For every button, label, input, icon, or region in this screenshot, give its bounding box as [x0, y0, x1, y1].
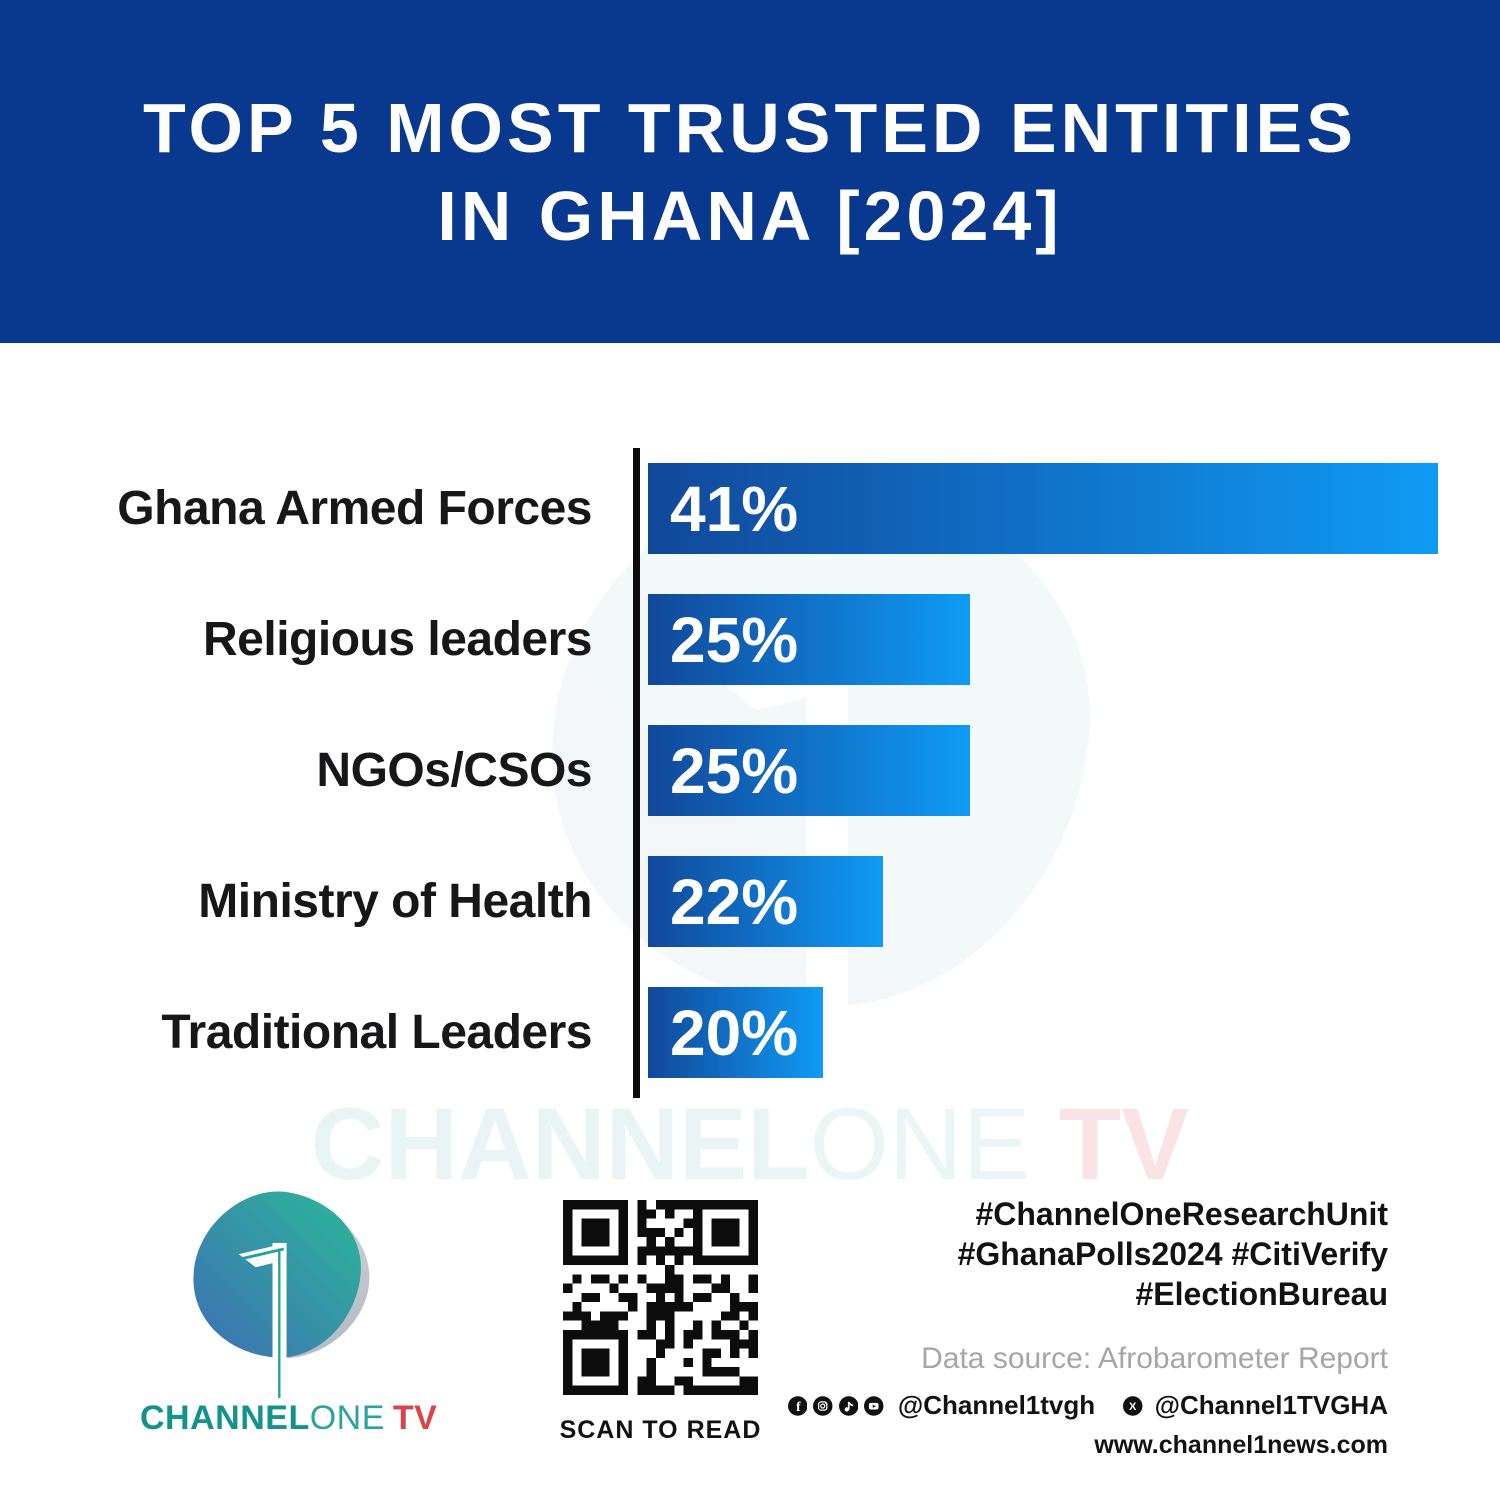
- hashtag-line-1: #ChannelOneResearchUnit: [975, 1196, 1388, 1232]
- bar-value-label: 22%: [670, 865, 799, 938]
- chart-row: Traditional Leaders 20%: [0, 987, 1438, 1078]
- channel-one-logo: CHANNELONE TV: [140, 1185, 437, 1438]
- hashtag-line-3: #ElectionBureau: [1135, 1276, 1388, 1312]
- chart-row: Ghana Armed Forces 41%: [0, 463, 1438, 554]
- hashtag-line-2: #GhanaPolls2024 #CitiVerify: [957, 1236, 1388, 1272]
- bar-track: 41%: [648, 463, 1438, 554]
- bar-value-label: 25%: [670, 734, 799, 807]
- facebook-icon: f: [788, 1395, 808, 1416]
- bar: 22%: [648, 856, 883, 947]
- bar-track: 25%: [648, 725, 1438, 816]
- chart-row: Religious leaders 25%: [0, 594, 1438, 685]
- bar: 25%: [648, 725, 971, 816]
- wordmark-one: ONE: [309, 1399, 385, 1437]
- social-handle-main: @Channel1tvgh: [897, 1390, 1096, 1420]
- svg-text:X: X: [1129, 1401, 1137, 1413]
- svg-text:f: f: [796, 1399, 801, 1414]
- category-label: Religious leaders: [203, 613, 592, 666]
- channel-one-logo-icon: [193, 1191, 370, 1400]
- instagram-icon: [813, 1395, 833, 1416]
- bar: 20%: [648, 987, 824, 1078]
- bar-track: 25%: [648, 594, 1438, 685]
- page-title-line-1: TOP 5 MOST TRUSTED ENTITIES: [143, 88, 1357, 167]
- bar-value-label: 25%: [670, 603, 799, 676]
- social-row: f @Channel1tvgh X: [788, 1390, 1388, 1421]
- bar-track: 20%: [648, 987, 1438, 1078]
- chart-row: Ministry of Health 22%: [0, 856, 1438, 947]
- channel-one-wordmark: CHANNELONE TV: [140, 1399, 437, 1438]
- tiktok-icon: [838, 1395, 859, 1416]
- bar-value-label: 41%: [670, 472, 799, 545]
- header-banner: TOP 5 MOST TRUSTED ENTITIES IN GHANA [20…: [0, 0, 1500, 343]
- qr-code: [563, 1200, 758, 1395]
- y-axis-line: [633, 448, 640, 1098]
- category-label: Traditional Leaders: [161, 1006, 592, 1059]
- bar: 41%: [648, 463, 1438, 554]
- wordmark-tv: TV: [392, 1399, 438, 1437]
- bar-value-label: 20%: [670, 996, 799, 1069]
- bar: 25%: [648, 594, 971, 685]
- qr-block: SCAN TO READ: [548, 1200, 773, 1445]
- category-label: NGOs/CSOs: [316, 744, 592, 797]
- chart-row: NGOs/CSOs 25%: [0, 725, 1438, 816]
- website-url: www.channel1news.com: [1094, 1431, 1388, 1459]
- bar-track: 22%: [648, 856, 1438, 947]
- category-label: Ministry of Health: [198, 875, 592, 928]
- x-icon: X: [1123, 1395, 1143, 1416]
- wordmark-channel: CHANNEL: [140, 1399, 310, 1437]
- data-source-note: Data source: Afrobarometer Report: [921, 1342, 1388, 1375]
- category-label: Ghana Armed Forces: [117, 482, 592, 535]
- social-handle-x: @Channel1TVGHA: [1154, 1390, 1388, 1420]
- youtube-icon: [864, 1395, 884, 1416]
- footer-info: #ChannelOneResearchUnit #GhanaPolls2024 …: [788, 1194, 1388, 1460]
- qr-caption: SCAN TO READ: [559, 1416, 762, 1444]
- page-title-line-2: IN GHANA [2024]: [437, 176, 1063, 255]
